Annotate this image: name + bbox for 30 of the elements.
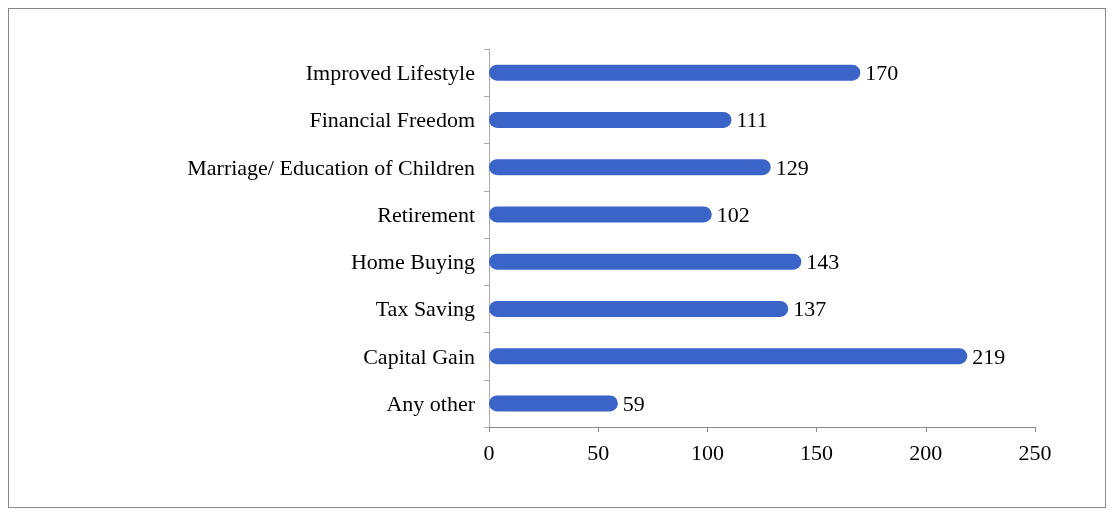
bar xyxy=(489,395,618,412)
y-tick-label: Improved Lifestyle xyxy=(305,60,475,86)
x-tick-label: 100 xyxy=(690,439,724,465)
y-tick-label: Home Buying xyxy=(350,249,475,275)
data-label: 111 xyxy=(736,107,768,133)
x-tick-label: 200 xyxy=(909,439,943,465)
bar xyxy=(489,111,732,128)
data-label: 102 xyxy=(716,201,750,227)
x-tick-label: 250 xyxy=(1018,439,1052,465)
bar xyxy=(489,64,861,81)
data-label: 143 xyxy=(806,249,840,275)
data-label: 219 xyxy=(972,343,1006,369)
data-label: 129 xyxy=(775,154,809,180)
data-label: 137 xyxy=(793,296,827,322)
bar xyxy=(489,206,712,223)
bar xyxy=(489,300,789,317)
data-label: 59 xyxy=(622,390,645,416)
bar xyxy=(489,348,968,365)
data-label: 170 xyxy=(865,60,899,86)
y-tick-label: Any other xyxy=(386,390,476,416)
x-tick-label: 0 xyxy=(483,439,495,465)
y-tick-label: Capital Gain xyxy=(363,343,475,369)
bar xyxy=(489,159,771,176)
y-tick-label: Retirement xyxy=(377,201,475,227)
y-tick-label: Marriage/ Education of Children xyxy=(187,154,475,180)
x-tick-label: 50 xyxy=(587,439,610,465)
x-tick-label: 150 xyxy=(800,439,834,465)
y-tick-label: Tax Saving xyxy=(375,296,475,322)
y-tick-label: Financial Freedom xyxy=(309,107,475,133)
bar xyxy=(489,253,802,270)
